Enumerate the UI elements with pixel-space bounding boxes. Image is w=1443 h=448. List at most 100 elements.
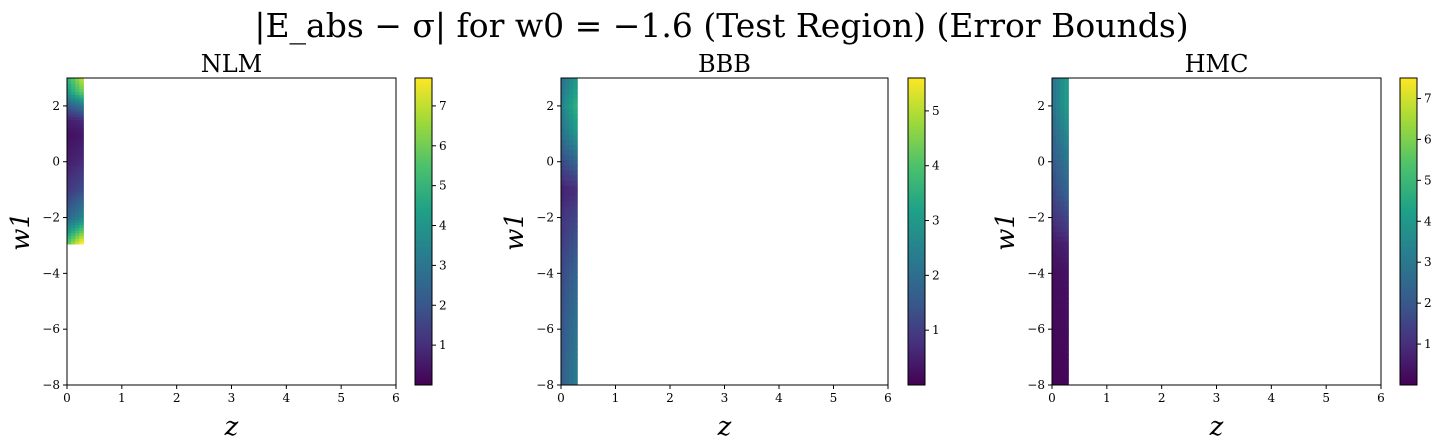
panel-3-heatmap-cell: [1060, 98, 1065, 104]
panel-2-heatmap-cell: [561, 379, 566, 386]
panel-2-heatmap-cell: [565, 103, 570, 110]
panel-2-x-tick-label: 1: [612, 391, 620, 405]
panel-1-heatmap-cell: [75, 227, 80, 231]
panel-2-x-tick-label: 5: [830, 391, 838, 405]
panel-3-heatmap-cell: [1052, 93, 1057, 99]
panel-1-heatmap-cell: [75, 108, 80, 112]
panel-3-heatmap-cell: [1052, 211, 1057, 217]
panel-2-heatmap-cell: [561, 374, 566, 381]
panel-3-heatmap-cell: [1060, 262, 1065, 268]
panel-2-heatmap-cell: [565, 359, 570, 365]
panel-2-heatmap-cell: [565, 83, 570, 89]
panel-3-heatmap-cell: [1056, 134, 1061, 140]
panel-1-heatmap-cell: [79, 102, 84, 107]
panel-3-heatmap-cell: [1052, 241, 1057, 248]
panel-2-heatmap-cell: [561, 103, 566, 110]
panel-2-heatmap-cell: [561, 108, 566, 115]
panel-1-heatmap-cell: [71, 197, 76, 201]
panel-2-heatmap-cell: [561, 364, 566, 371]
panel-3-heatmap-cell: [1060, 292, 1065, 299]
panel-2-heatmap-cell: [569, 231, 574, 238]
panel-2-heatmap-cell: [561, 323, 566, 330]
panel-1-heatmap-cell: [75, 91, 80, 96]
panel-3-heatmap-cell: [1052, 257, 1057, 263]
panel-3-heatmap-cell: [1060, 139, 1065, 145]
panel-1-colorbar-tick-label: 3: [439, 258, 447, 272]
panel-2-heatmap-cell: [565, 205, 570, 212]
panel-3-heatmap-cell: [1052, 369, 1057, 376]
panel-1-heatmap-cell: [79, 183, 84, 187]
panel-2-heatmap-cell: [569, 308, 574, 314]
panel-3-heatmap-cell: [1064, 298, 1069, 304]
panel-1-heatmap-cell: [79, 188, 84, 192]
panel-3-heatmap-cell: [1056, 359, 1061, 365]
panel-3-heatmap-cell: [1056, 78, 1061, 84]
panel-2-heatmap-cell: [561, 98, 566, 104]
panel-2-heatmap-cell: [565, 98, 570, 104]
panel-2-heatmap-cell: [561, 349, 566, 355]
panel-1-heatmap-cell: [67, 197, 72, 201]
panel-1-heatmap-cell: [79, 100, 84, 104]
panel-1-heatmap-cell: [79, 238, 84, 242]
panel-1-heatmap-cell: [67, 138, 72, 143]
panel-3-heatmap-cell: [1056, 282, 1061, 289]
panel-3-heatmap-cell: [1060, 359, 1065, 365]
panel-3-heatmap-cell: [1064, 170, 1069, 176]
panel-2-heatmap-cell: [569, 216, 574, 222]
panel-3-heatmap-cell: [1056, 98, 1061, 104]
panel-1-heatmap-cell: [71, 169, 76, 173]
panel-1-heatmap-cell: [71, 113, 76, 118]
panel-2-heatmap-cell: [569, 277, 574, 284]
panel-1-heatmap-cell: [75, 105, 80, 109]
panel-2-heatmap-cell: [565, 159, 570, 166]
panel-1-heatmap-cell: [71, 105, 76, 109]
panel-3-plot-area: [1052, 78, 1381, 385]
panel-3-heatmap-cell: [1064, 246, 1069, 253]
panel-3-heatmap-cell: [1060, 221, 1065, 227]
panel-3-y-tick-label: −6: [1027, 322, 1045, 336]
panel-1-heatmap-cell: [67, 208, 72, 212]
panel-2-heatmap-cell: [561, 211, 566, 217]
panel-2-heatmap-cell: [561, 144, 566, 151]
panel-2-heatmap-cell: [565, 349, 570, 355]
panel-1-heatmap-cell: [67, 158, 72, 162]
panel-2-heatmap-cell: [573, 313, 578, 319]
panel-1-x-axis-label: z: [224, 412, 239, 442]
panel-3-heatmap-cell: [1056, 236, 1061, 243]
panel-1-heatmap-cell: [67, 163, 72, 167]
panel-2-heatmap-cell: [573, 308, 578, 314]
panel-2-heatmap-cell: [565, 180, 570, 186]
panel-1-heatmap-cell: [71, 188, 76, 192]
panel-2-heatmap-cell: [573, 93, 578, 99]
panel-3-heatmap-cell: [1056, 231, 1061, 238]
panel-1-heatmap-cell: [79, 205, 84, 209]
panel-1-heatmap-cell: [67, 191, 72, 195]
panel-3-heatmap-cell: [1060, 246, 1065, 253]
panel-2-heatmap-cell: [565, 354, 570, 360]
panel-1-heatmap-cell: [67, 133, 72, 137]
panel-2-heatmap-cell: [565, 185, 570, 191]
figure-suptitle: |E_abs − σ| for w0 = −1.6 (Test Region) …: [0, 6, 1443, 45]
panel-1-heatmap-cell: [75, 166, 80, 170]
panel-1-heatmap-cell: [75, 78, 80, 82]
panel-2-heatmap-cell: [573, 226, 578, 232]
panel-3-heatmap-cell: [1064, 185, 1069, 191]
panel-3-heatmap-cell: [1064, 333, 1069, 340]
panel-1-heatmap-cell: [71, 136, 76, 140]
panel-2-heatmap-cell: [573, 221, 578, 227]
panel-3-heatmap-cell: [1056, 129, 1061, 135]
panel-2-heatmap-cell: [569, 303, 574, 309]
panel-1-heatmap-cell: [79, 147, 84, 151]
panel-2-heatmap-cell: [561, 287, 566, 294]
panel-1-heatmap-cell: [71, 194, 76, 198]
panel-2-heatmap-cell: [573, 103, 578, 110]
panel-2-heatmap-cell: [573, 267, 578, 273]
panel-3-heatmap-cell: [1056, 308, 1061, 314]
panel-3-heatmap-cell: [1064, 78, 1069, 84]
panel-1-heatmap-cell: [79, 80, 84, 84]
panel-3-heatmap-cell: [1060, 216, 1065, 222]
panel-3-heatmap-cell: [1056, 262, 1061, 268]
panel-3-heatmap-cell: [1052, 379, 1057, 386]
panel-3-heatmap-cell: [1052, 216, 1057, 222]
panel-3-heatmap-cell: [1052, 333, 1057, 340]
